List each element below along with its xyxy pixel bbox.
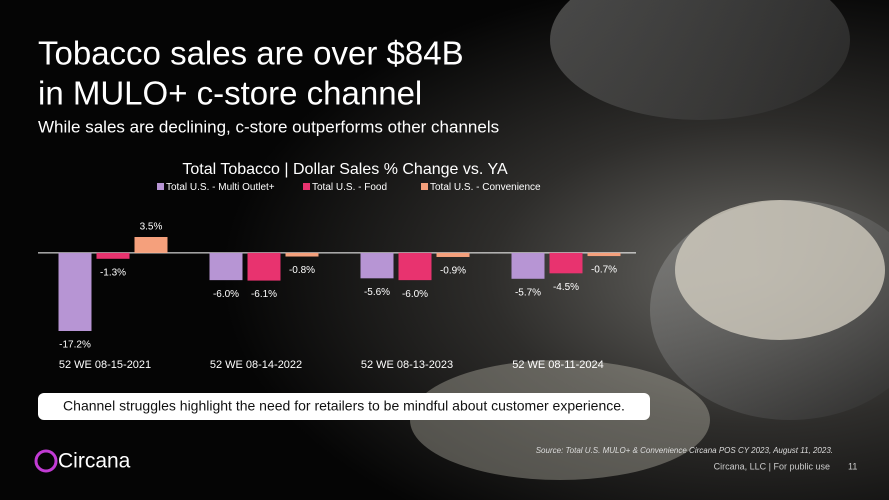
bar [511,252,545,279]
data-label: -4.5% [553,282,579,293]
source: Source: Total U.S. MULO+ & Convenience C… [536,446,833,455]
data-label: -0.9% [440,266,466,277]
data-label: -1.3% [100,267,126,278]
chart-title: Total Tobacco | Dollar Sales % Change vs… [182,161,508,178]
data-label: -17.2% [59,340,91,351]
data-label: 3.5% [140,222,163,233]
data-label: -6.0% [402,289,428,300]
data-label: -0.7% [591,265,617,276]
headline: in MULO+ c-store channel [38,75,422,112]
logo-mark [34,449,58,473]
pouches [675,200,885,340]
bar [247,252,281,281]
data-label: -6.0% [213,289,239,300]
x-tick-label: 52 WE 08-11-2024 [512,359,604,371]
footer: Circana, LLC | For public use [714,461,830,471]
legend-swatch [303,183,310,190]
x-tick-label: 52 WE 08-13-2023 [361,359,453,371]
bar [285,252,319,257]
bar [549,252,583,274]
legend-label: Total U.S. - Food [312,182,387,193]
x-tick-label: 52 WE 08-14-2022 [210,359,302,371]
legend-swatch [157,183,164,190]
x-tick-label: 52 WE 08-15-2021 [59,359,151,371]
bar [436,252,470,257]
page-number: 11 [848,461,857,471]
legend-swatch [421,183,428,190]
callout: Channel struggles highlight the need for… [63,398,625,414]
bar [398,252,432,281]
legend-label: Total U.S. - Convenience [430,182,541,193]
bar [134,237,168,253]
bar [96,252,130,259]
bar [587,252,621,257]
data-label: -0.8% [289,265,315,276]
logo: Circana [58,450,131,473]
tin-lid [550,0,850,120]
bar [58,252,92,331]
bar [209,252,243,281]
data-label: -5.7% [515,287,541,298]
callout-box [38,393,650,420]
data-label: -5.6% [364,287,390,298]
bar [360,252,394,279]
headline: Tobacco sales are over $84B [38,35,464,72]
legend-label: Total U.S. - Multi Outlet+ [166,182,275,193]
data-label: -6.1% [251,289,277,300]
subheadline: While sales are declining, c-store outpe… [38,117,499,136]
